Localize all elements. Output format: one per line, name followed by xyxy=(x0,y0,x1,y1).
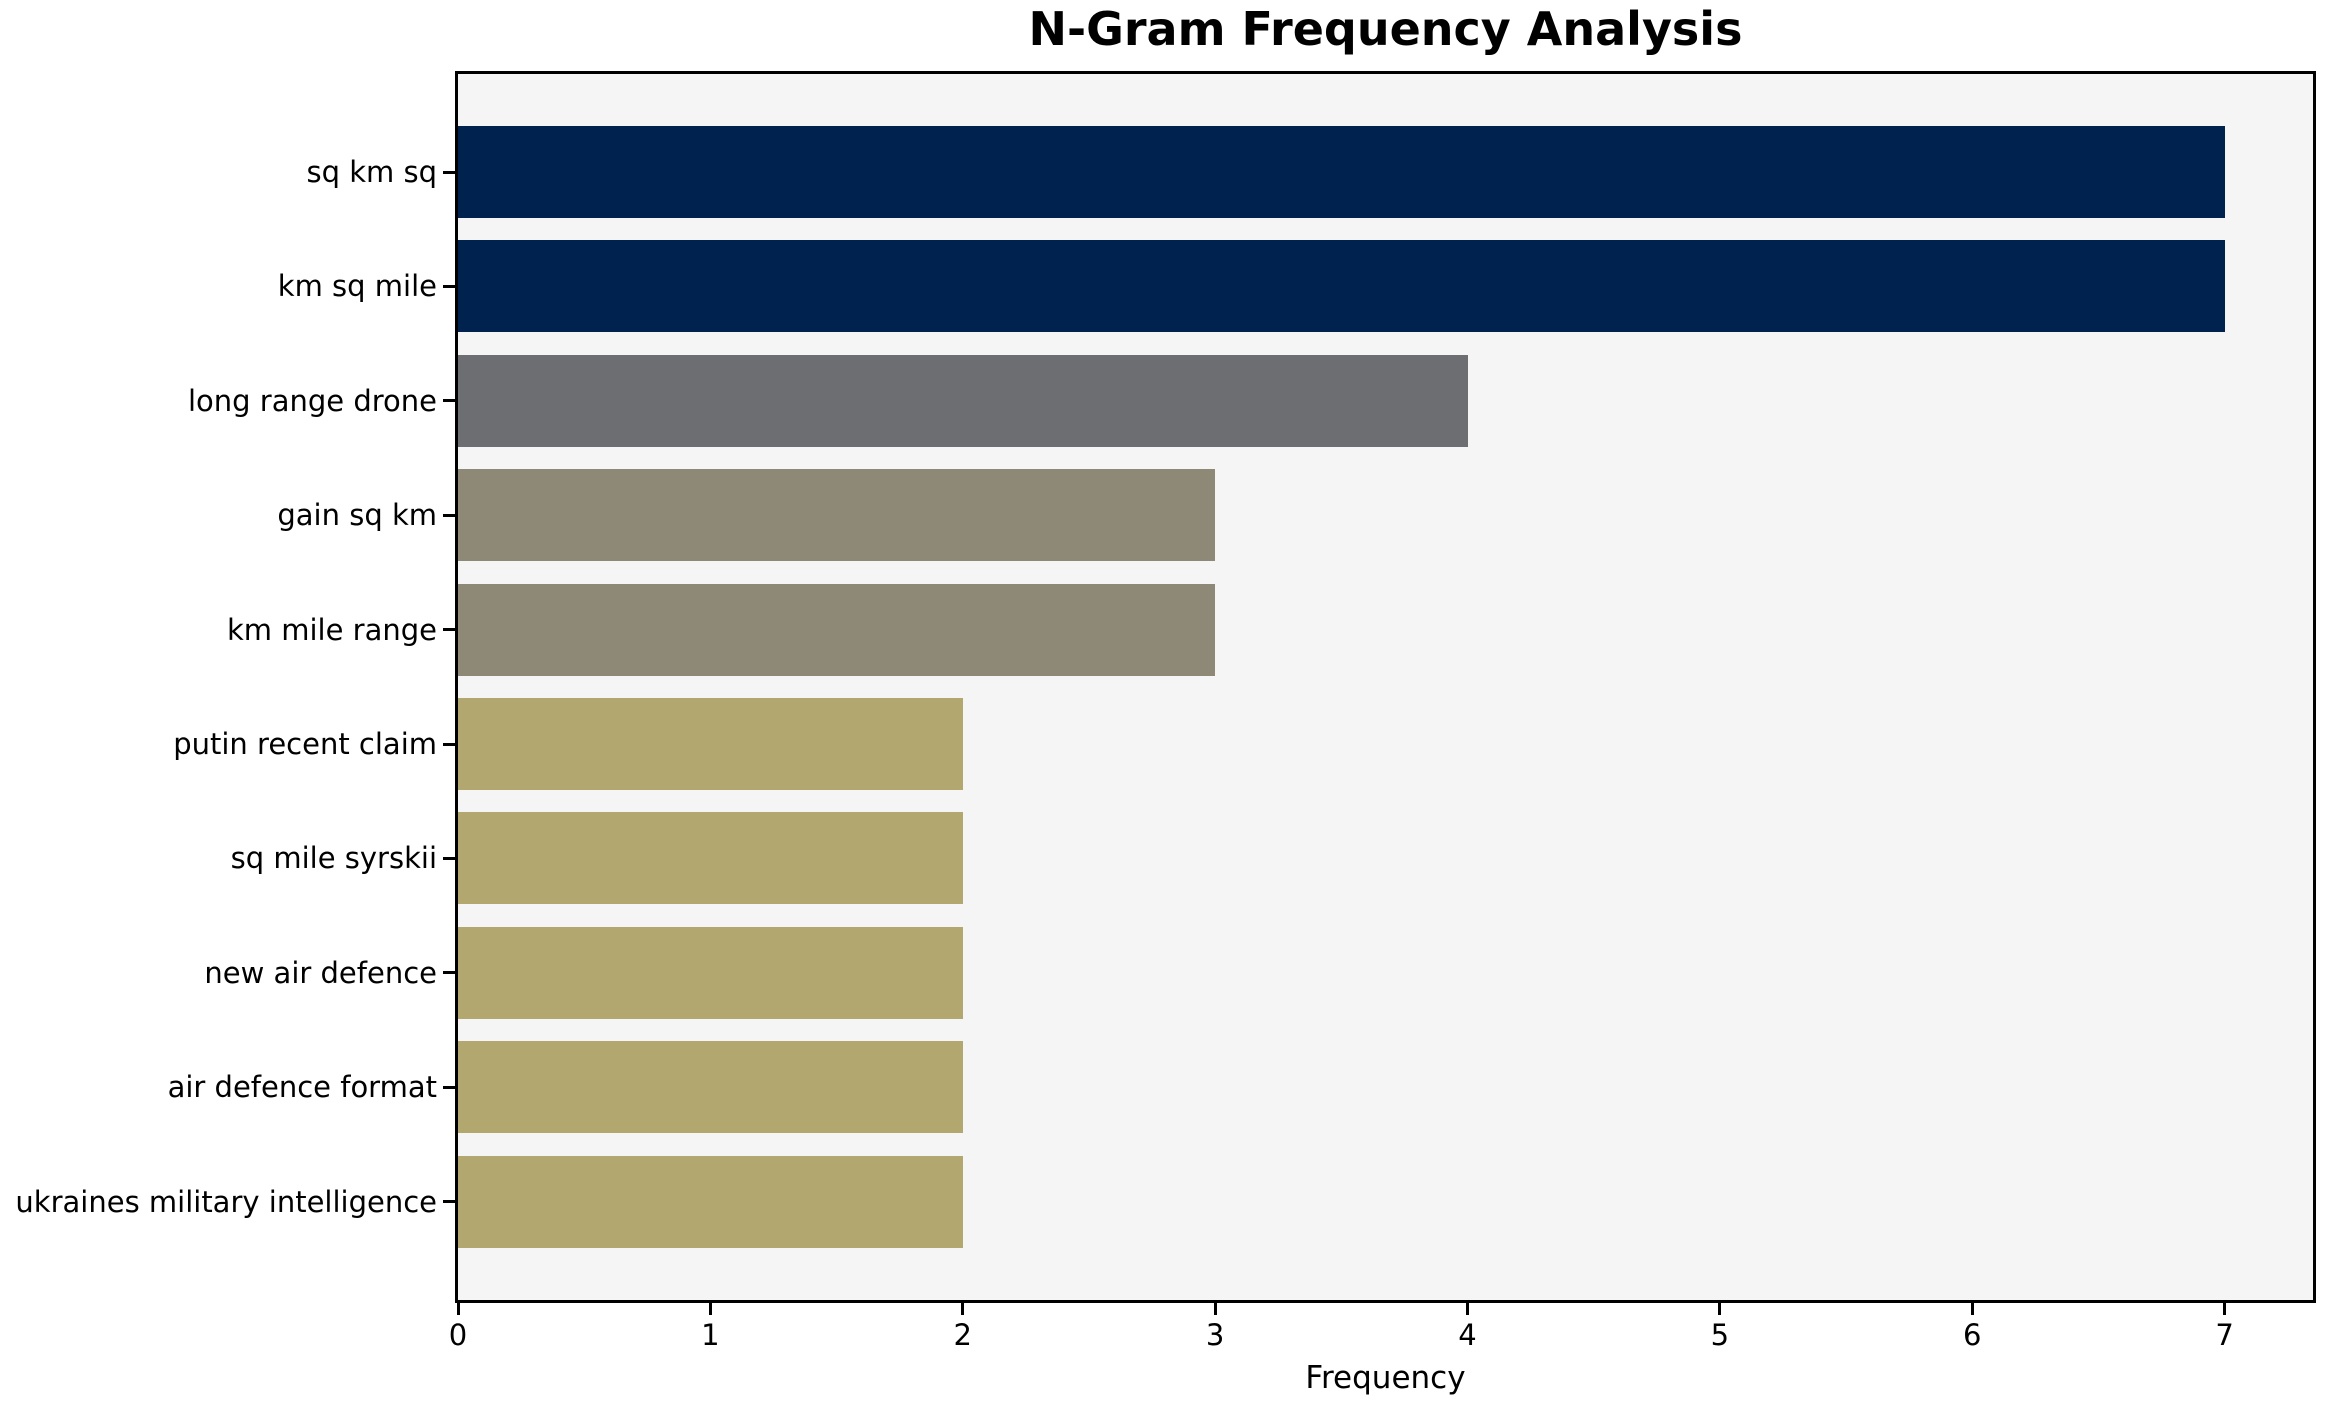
y-tick-label: gain sq km xyxy=(277,498,437,533)
y-tick-mark xyxy=(443,628,455,632)
x-tick-mark xyxy=(961,1303,965,1315)
y-tick-label: putin recent claim xyxy=(173,727,437,761)
x-tick-label: 4 xyxy=(1458,1318,1477,1352)
x-tick-label: 1 xyxy=(701,1318,720,1352)
x-tick-mark xyxy=(1466,1303,1470,1315)
bar xyxy=(458,1155,963,1248)
bar xyxy=(458,812,963,905)
y-tick-label: ukraines military intelligence xyxy=(15,1184,437,1219)
y-tick-label: sq mile syrskii xyxy=(230,841,437,876)
y-tick-mark xyxy=(443,513,455,517)
y-tick-mark xyxy=(443,971,455,975)
bar xyxy=(458,240,2225,333)
x-axis-label: Frequency xyxy=(1305,1360,1466,1396)
x-tick-mark xyxy=(1718,1303,1722,1315)
x-tick-mark xyxy=(2223,1303,2227,1315)
y-tick-mark xyxy=(443,399,455,403)
x-tick-label: 3 xyxy=(1205,1318,1225,1352)
y-tick-label: km mile range xyxy=(226,612,437,647)
y-tick-label: long range drone xyxy=(187,383,437,418)
y-tick-mark xyxy=(443,1085,455,1089)
bar xyxy=(458,926,963,1019)
bar xyxy=(458,354,1468,447)
x-tick-label: 2 xyxy=(953,1318,972,1352)
bar xyxy=(458,698,963,790)
bar xyxy=(458,1041,963,1134)
x-tick-label: 5 xyxy=(1710,1318,1730,1352)
bar xyxy=(458,583,1216,676)
x-tick-mark xyxy=(708,1303,712,1315)
y-tick-label: km sq mile xyxy=(277,269,437,304)
y-tick-mark xyxy=(443,1200,455,1204)
y-tick-label: air defence format xyxy=(167,1070,437,1105)
x-tick-label: 0 xyxy=(448,1318,468,1352)
y-tick-mark xyxy=(443,856,455,860)
y-tick-mark xyxy=(443,170,455,174)
bar xyxy=(458,469,1216,562)
x-tick-mark xyxy=(456,1303,460,1315)
x-tick-mark xyxy=(1970,1303,1974,1315)
chart-title: N-Gram Frequency Analysis xyxy=(1028,2,1743,56)
bar xyxy=(458,126,2225,218)
x-tick-mark xyxy=(1213,1303,1217,1315)
y-tick-label: sq km sq xyxy=(306,155,437,189)
y-tick-label: new air defence xyxy=(204,955,437,990)
x-tick-label: 7 xyxy=(2215,1318,2234,1352)
y-tick-mark xyxy=(443,284,455,288)
x-tick-label: 6 xyxy=(1963,1318,1982,1352)
y-tick-mark xyxy=(443,742,455,746)
